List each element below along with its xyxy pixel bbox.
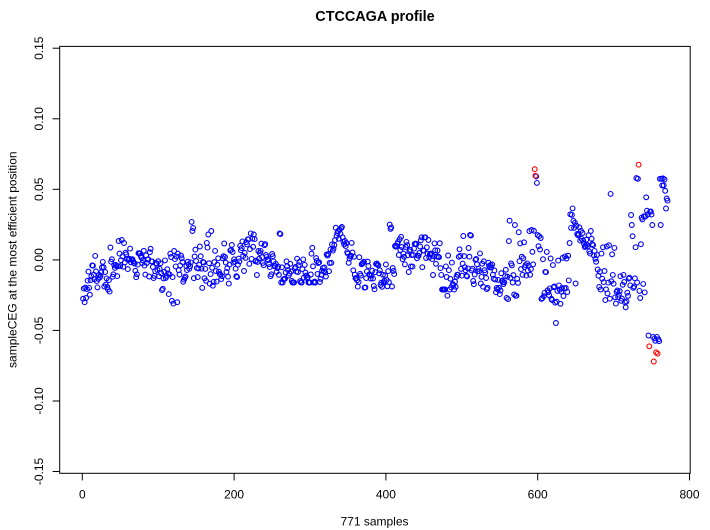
svg-text:800: 800 [679, 487, 699, 501]
svg-text:0: 0 [79, 487, 86, 501]
svg-text:-0.05: -0.05 [32, 316, 46, 344]
svg-text:600: 600 [528, 487, 548, 501]
svg-text:0.10: 0.10 [32, 107, 46, 131]
svg-text:0.15: 0.15 [32, 36, 46, 60]
svg-text:-0.10: -0.10 [32, 387, 46, 415]
svg-text:0.05: 0.05 [32, 177, 46, 201]
svg-text:200: 200 [224, 487, 244, 501]
svg-text:0.00: 0.00 [32, 248, 46, 272]
svg-text:sampleCEG at the most efficien: sampleCEG at the most efficient position [5, 151, 19, 368]
svg-text:400: 400 [376, 487, 396, 501]
svg-text:CTCCAGA profile: CTCCAGA profile [315, 9, 434, 25]
svg-text:-0.15: -0.15 [32, 458, 46, 486]
svg-text:771 samples: 771 samples [340, 515, 408, 529]
